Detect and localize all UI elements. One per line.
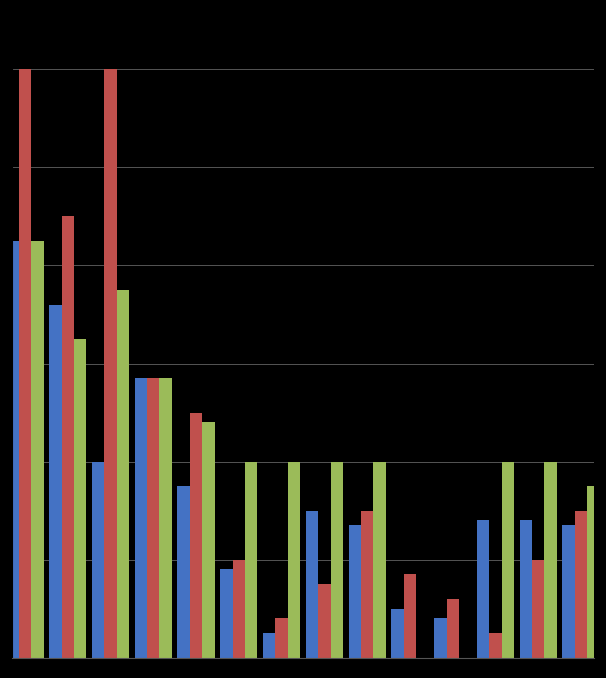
Bar [6, 241, 19, 658]
Bar [104, 69, 117, 658]
Bar [544, 462, 557, 658]
Bar [519, 521, 532, 658]
Bar [92, 462, 104, 658]
Bar [477, 521, 489, 658]
Bar [434, 618, 447, 658]
Bar [331, 462, 343, 658]
Bar [373, 462, 386, 658]
Bar [159, 378, 172, 658]
Bar [233, 559, 245, 658]
Bar [190, 412, 202, 658]
Bar [31, 241, 44, 658]
Bar [306, 511, 318, 658]
Bar [447, 599, 459, 658]
Bar [74, 339, 87, 658]
Bar [275, 618, 288, 658]
Bar [318, 584, 331, 658]
Bar [361, 511, 373, 658]
Bar [562, 525, 575, 658]
Bar [404, 574, 416, 658]
Bar [532, 559, 544, 658]
Bar [220, 570, 233, 658]
Bar [587, 486, 600, 658]
Bar [288, 462, 300, 658]
Bar [49, 304, 62, 658]
Bar [348, 525, 361, 658]
Bar [245, 462, 258, 658]
Bar [202, 422, 215, 658]
Bar [178, 486, 190, 658]
Bar [135, 378, 147, 658]
Bar [263, 633, 275, 658]
Bar [147, 378, 159, 658]
Bar [489, 633, 502, 658]
Bar [19, 69, 31, 658]
Bar [575, 511, 587, 658]
Bar [391, 609, 404, 658]
Bar [117, 290, 129, 658]
Bar [502, 462, 514, 658]
Bar [62, 216, 74, 658]
